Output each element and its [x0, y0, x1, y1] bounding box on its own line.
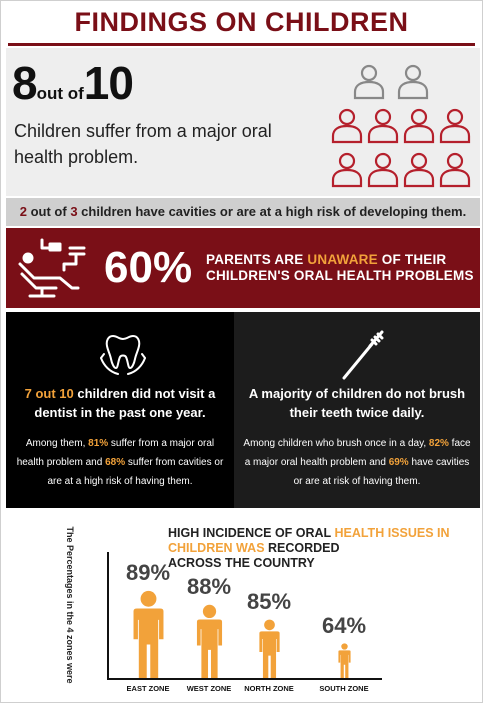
- brushing-body-3: have cavities or are at risk of having t…: [293, 457, 470, 487]
- dentist-body-hl2: 68%: [105, 457, 126, 468]
- zone-name-label: NORTH ZONE: [244, 684, 294, 693]
- zone-percent-label: 85%: [246, 589, 292, 614]
- zone-percent-label: 88%: [186, 574, 232, 599]
- dental-chair-icon: [18, 238, 86, 298]
- chart-title-3: ACROSS THE COUNTRY: [168, 556, 315, 570]
- dentist-visit-title: 7 out 10 children did not visit a dentis…: [14, 384, 226, 422]
- chart-title-2b: RECORDED: [264, 541, 340, 555]
- person-icon: [439, 108, 471, 144]
- chart-title: HIGH INCIDENCE OF ORAL HEALTH ISSUES IN …: [168, 526, 468, 571]
- parents-line2: CHILDREN'S ORAL HEALTH PROBLEMS: [206, 268, 474, 283]
- brushing-body: Among children who brush once in a day, …: [240, 434, 474, 491]
- zone-bar: [133, 590, 163, 678]
- dentist-visit-body: Among them, 81% suffer from a major oral…: [12, 434, 228, 491]
- parents-text: PARENTS ARE UNAWARE OF THEIR CHILDREN'S …: [206, 252, 474, 284]
- chart-title-1b: HEALTH ISSUES IN: [334, 526, 450, 540]
- zone-bar: [196, 604, 222, 678]
- page-header: FINDINGS ON CHILDREN: [2, 2, 481, 46]
- tooth-hands-icon: [100, 335, 146, 375]
- toothbrush-icon: [342, 330, 384, 380]
- person-icon: [403, 152, 435, 188]
- cavities-num-2: 2: [19, 204, 27, 219]
- zone-name-label: EAST ZONE: [126, 684, 170, 693]
- stat-description: Children suffer from a major oral health…: [14, 121, 272, 167]
- cavities-text-2: children have cavities or are at a high …: [77, 204, 467, 219]
- brushing-panel: A majority of children do not brush thei…: [234, 312, 480, 508]
- stat-number-8: 8: [12, 57, 38, 109]
- parents-line1a: PARENTS ARE: [206, 252, 308, 267]
- zones-chart: 89% EAST ZONE 88% WEST ZONE 85% NORTH ZONE 64%…: [6, 512, 480, 700]
- cavities-banner: 2 out of 3 children have cavities or are…: [6, 198, 480, 226]
- stat-section-8-of-10: 8out of10 Children suffer from a major o…: [6, 48, 480, 196]
- brushing-body-1: Among children who brush once in a day,: [243, 438, 429, 449]
- dentist-body-1: Among them,: [25, 438, 89, 449]
- parents-line1c: OF THEIR: [377, 252, 447, 267]
- dentist-body-hl1: 81%: [88, 438, 109, 449]
- person-icon: [367, 152, 399, 188]
- person-icon: [403, 108, 435, 144]
- dentist-body-3: suffer from cavities or are at a high ri…: [47, 457, 224, 487]
- chart-title-2a: CHILDREN WAS: [168, 541, 265, 555]
- person-icon: [367, 108, 399, 144]
- zone-bar: [258, 619, 280, 678]
- stat-8-out-of-10: 8out of10: [12, 56, 134, 110]
- person-icon: [439, 152, 471, 188]
- zone-percent-label: 64%: [321, 613, 367, 638]
- cavities-text-1: out of: [26, 204, 71, 219]
- chart-y-axis: [107, 552, 109, 680]
- parents-unaware-banner: 60% PARENTS ARE UNAWARE OF THEIR CHILDRE…: [6, 228, 480, 308]
- stat-number-10: 10: [83, 57, 134, 109]
- brushing-body-2: face a major oral health problem and: [244, 438, 471, 468]
- person-icon: [353, 64, 385, 100]
- page-title: FINDINGS ON CHILDREN: [74, 7, 409, 37]
- person-icon: [331, 152, 363, 188]
- chart-title-1a: HIGH INCIDENCE OF ORAL: [168, 526, 335, 540]
- zone-bar: [337, 643, 351, 678]
- brushing-title: A majority of children do not brush thei…: [248, 386, 466, 420]
- zone-percent-label: 89%: [125, 560, 171, 585]
- dentist-visit-title-rest: children did not visit a dentist in the …: [34, 386, 216, 420]
- zones-chart-section: HIGH INCIDENCE OF ORAL HEALTH ISSUES IN …: [6, 512, 480, 700]
- header-underline: [8, 43, 475, 46]
- person-icon: [397, 64, 429, 100]
- dentist-body-2: suffer from a major oral health problem …: [16, 438, 215, 468]
- person-icon: [331, 108, 363, 144]
- parents-unaware: UNAWARE: [307, 252, 378, 267]
- dentist-visit-panel: 7 out 10 children did not visit a dentis…: [6, 312, 234, 508]
- cavities-num-3: 3: [70, 204, 78, 219]
- brushing-body-hl1: 82%: [428, 438, 449, 449]
- chart-x-axis: [107, 678, 382, 680]
- people-icons: [331, 64, 471, 188]
- parents-percent: 60%: [104, 243, 193, 292]
- brushing-body-hl2: 69%: [388, 457, 409, 468]
- zone-name-label: WEST ZONE: [186, 684, 232, 693]
- zone-name-label: SOUTH ZONE: [319, 684, 369, 693]
- dentist-visit-hl: 7 out 10: [24, 386, 74, 401]
- stat-out-of: out of: [36, 84, 84, 103]
